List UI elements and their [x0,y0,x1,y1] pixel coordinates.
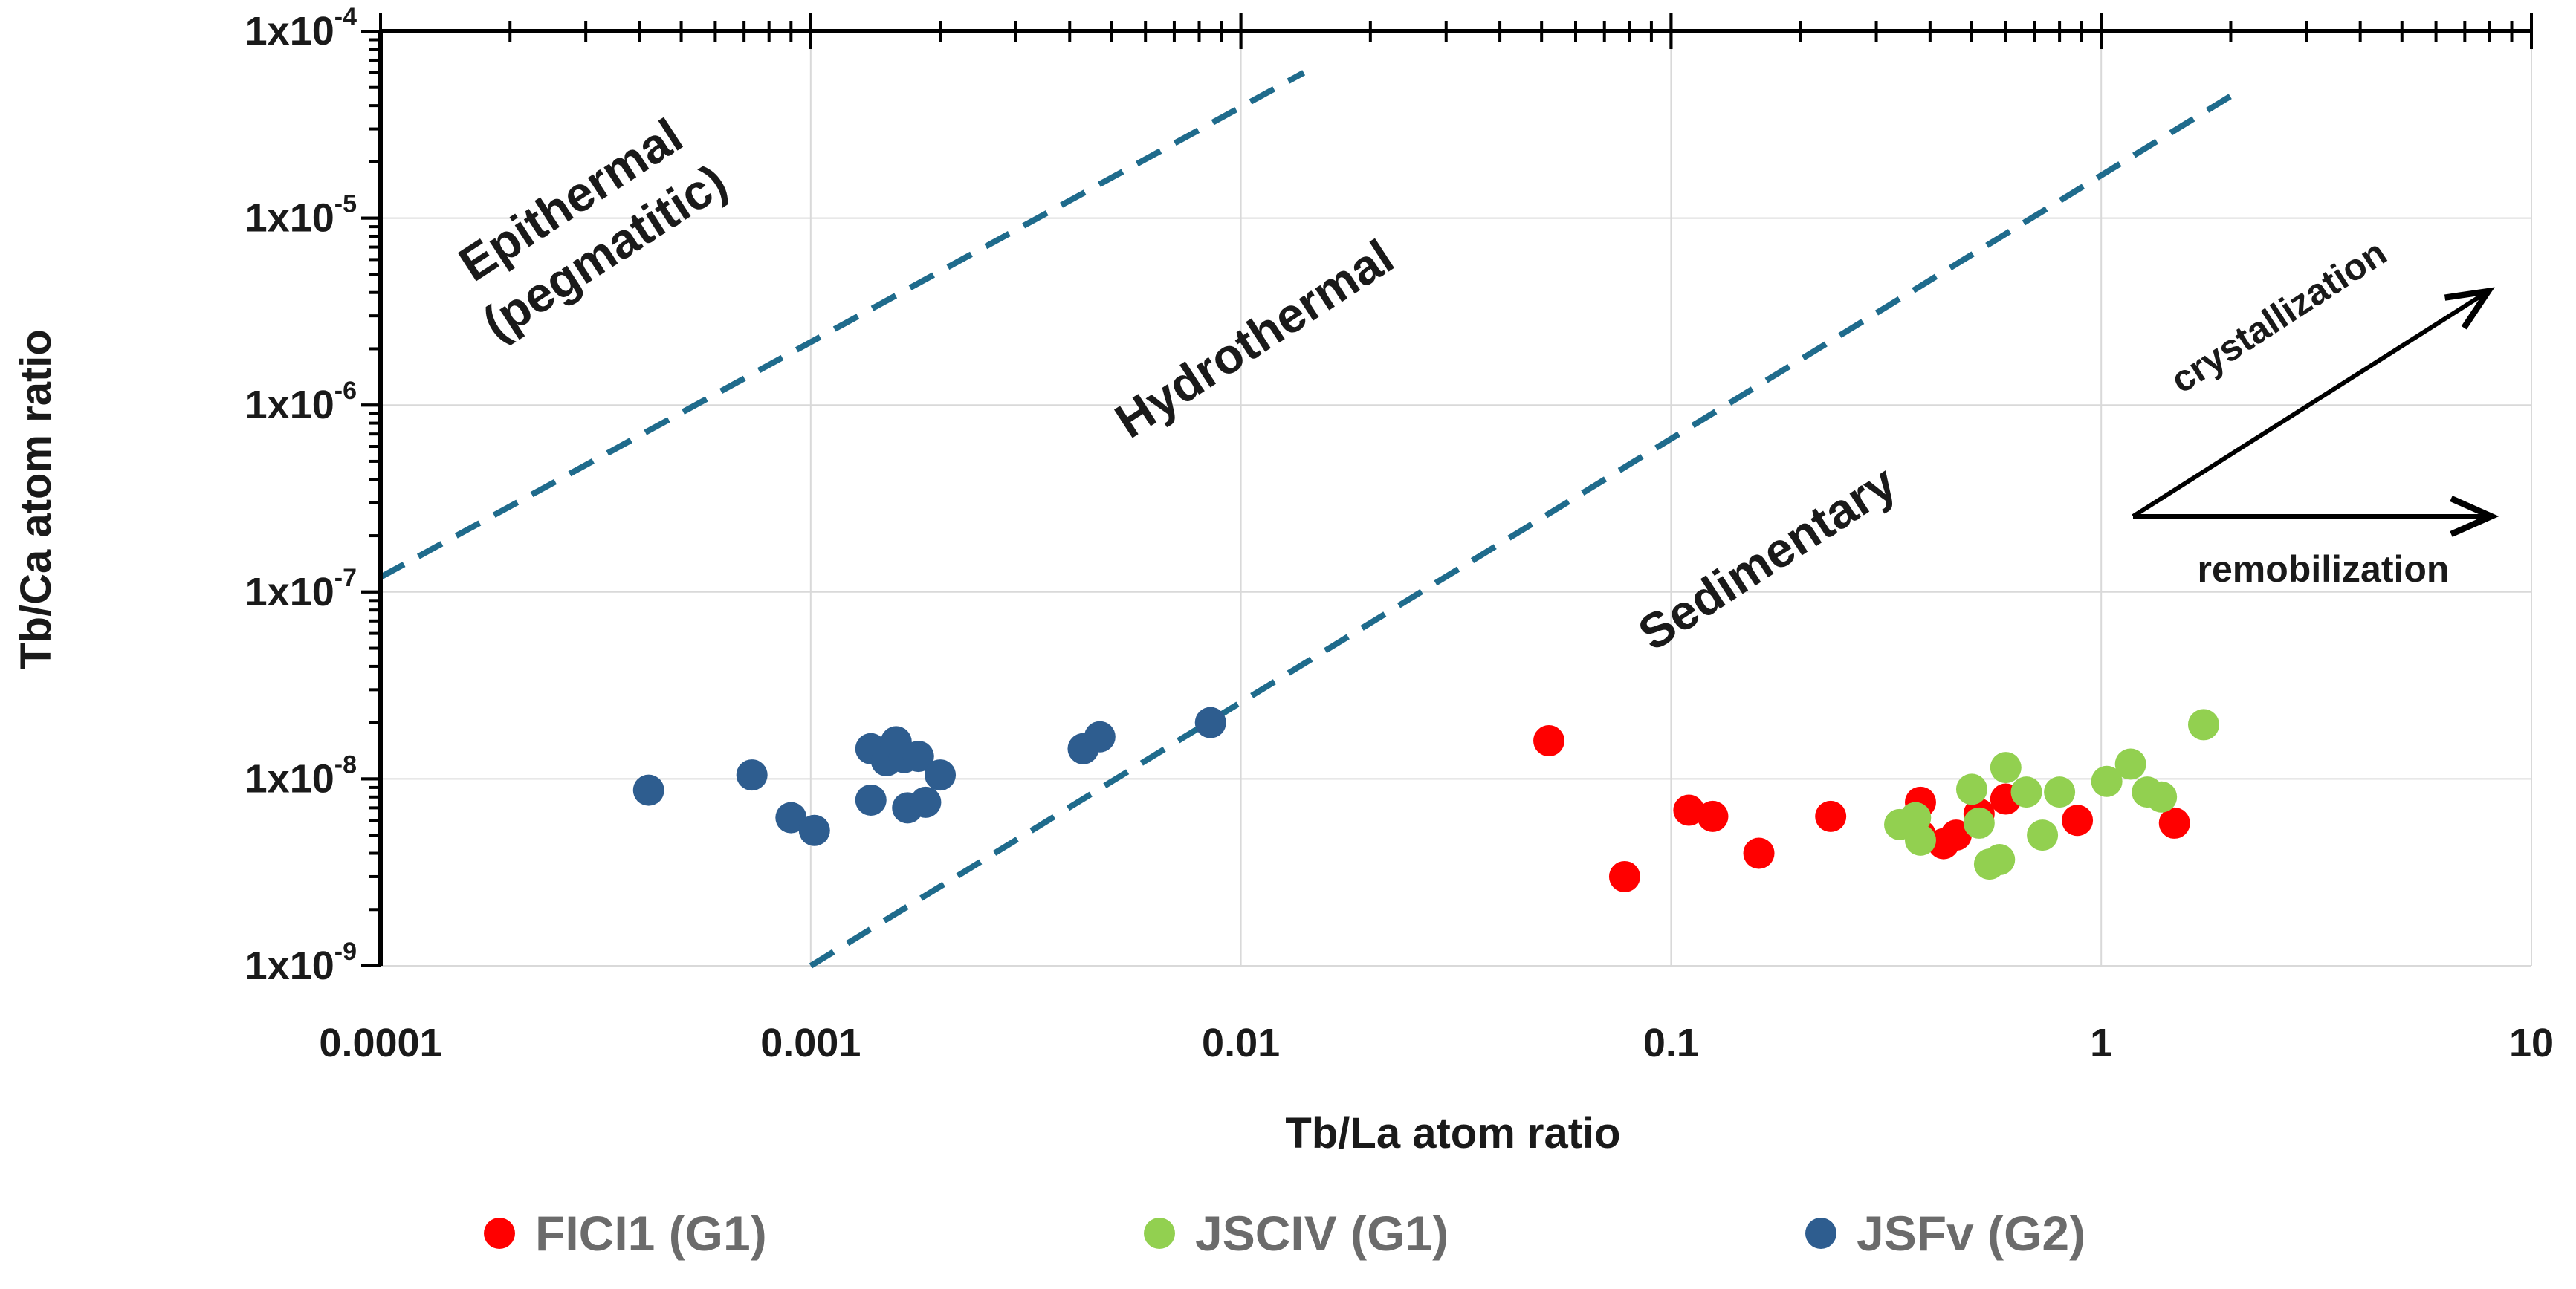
series-jsciv [1884,709,2219,880]
data-point [775,802,807,834]
data-point [2027,819,2059,851]
tick-labels: 1x10-9 1x10-8 1x10-7 1x10-6 1x10-5 1x10-4 0.00… [245,3,2554,1065]
data-points [632,707,2219,892]
data-point [798,814,830,846]
data-point [2158,807,2190,839]
region-labels: Epithermal(pegmatitic) Hydrothermal Sedime… [438,101,1906,661]
data-point [2044,776,2076,808]
boundary-line-hydrothermal-sedimentary [809,93,2233,969]
x-tick-label: 1 [2090,1021,2112,1065]
boundary-lines [379,70,2233,969]
data-point [855,784,887,816]
data-point [2062,805,2094,837]
crystallization-label: crystallization [2164,231,2394,401]
data-point [1815,800,1847,832]
legend-label: JSCIV (G1) [1195,1206,1449,1261]
data-point [1697,800,1729,832]
data-point [1743,837,1775,869]
data-point [1673,794,1705,826]
x-tick-label: 0.0001 [319,1021,441,1065]
legend-marker [1144,1218,1175,1249]
boundary-line-epithermal-hydrothermal [379,70,1306,580]
legend-label: JSFv (G2) [1857,1206,2085,1261]
data-point [1941,819,1973,851]
x-tick-label: 10 [2509,1021,2554,1065]
data-point [902,741,934,773]
data-point [1990,752,2022,784]
series-fici1 [1533,725,2190,892]
y-tick-label: 1x10-5 [245,190,357,241]
x-tick-label: 0.001 [760,1021,861,1065]
x-axis-title: Tb/La atom ratio [1285,1109,1620,1157]
y-axis-title: Tb/Ca atom ratio [12,329,60,669]
data-point [1904,824,1936,856]
data-point [2187,709,2219,741]
x-tick-label: 0.01 [1202,1021,1280,1065]
data-point [736,759,768,791]
data-point [1984,844,2016,876]
data-point [2010,776,2042,808]
region-label-hydrothermal: Hydrothermal [1105,229,1402,449]
data-point [1194,707,1226,738]
x-tick-label: 0.1 [1643,1021,1699,1065]
data-point [2146,781,2178,813]
legend-marker [1805,1218,1836,1249]
data-point [1963,807,1995,839]
crystallization-arrow [2132,287,2495,519]
legend-marker [484,1218,515,1249]
data-point [2091,765,2123,797]
y-tick-label: 1x10-4 [245,3,357,53]
region-label-sedimentary: Sedimentary [1628,455,1906,661]
data-point [1533,725,1565,757]
y-tick-label: 1x10-8 [245,750,357,801]
data-point [910,786,942,818]
region-label-epithermal: Epithermal(pegmatitic) [438,101,736,351]
process-arrows: crystallization remobilization [2132,231,2499,590]
data-point [2114,748,2146,780]
legend-label: FICI1 (G1) [535,1206,767,1261]
data-point [925,759,957,791]
axis-titles: Tb/La atom ratio Tb/Ca atom ratio [12,329,1621,1157]
series-jsfv [632,707,1226,846]
y-tick-label: 1x10-6 [245,377,357,427]
data-point [632,774,664,806]
remobilization-label: remobilization [2198,548,2450,590]
data-point [1955,773,1987,805]
legend: FICI1 (G1) JSCIV (G1) JSFv (G2) [484,1206,2085,1261]
data-point [1084,721,1116,753]
y-tick-label: 1x10-9 [245,938,357,988]
data-point [1608,860,1640,892]
axes [361,13,2533,967]
y-tick-label: 1x10-7 [245,564,357,614]
